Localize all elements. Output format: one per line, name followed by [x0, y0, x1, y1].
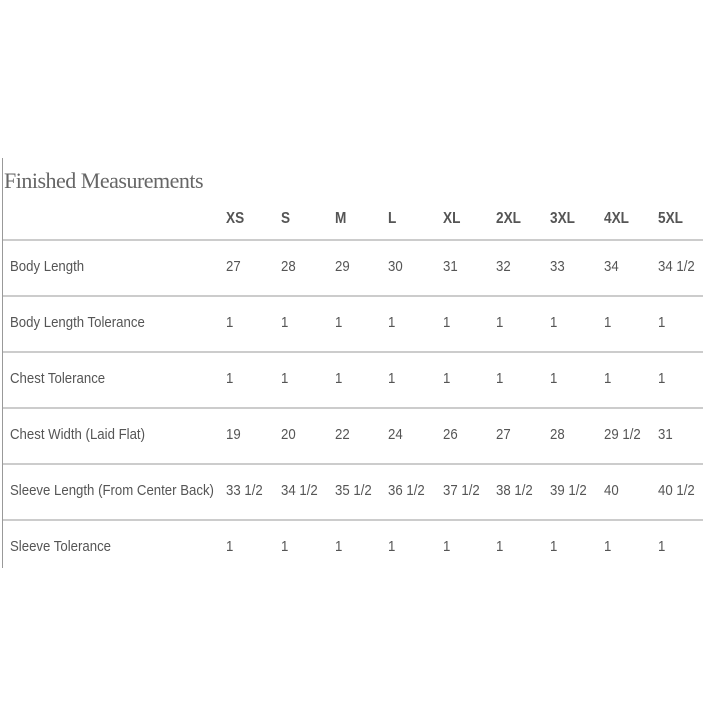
row-divider	[3, 463, 703, 465]
table-cell: 31	[658, 426, 673, 443]
row-divider	[3, 519, 703, 521]
table-cell: 27	[226, 258, 241, 275]
row-divider	[3, 239, 703, 241]
table-cell: 36 1/2	[388, 482, 425, 499]
column-header: XL	[443, 210, 461, 227]
table-cell: 31	[443, 258, 458, 275]
table-cell: 27	[496, 426, 511, 443]
column-header: S	[281, 210, 291, 227]
table-cell: 1	[658, 538, 666, 555]
table-cell: 1	[388, 538, 396, 555]
row-label: Chest Width (Laid Flat)	[10, 426, 145, 443]
row-divider	[3, 351, 703, 353]
table-cell: 1	[443, 370, 451, 387]
table-cell: 32	[496, 258, 511, 275]
table-cell: 1	[226, 538, 234, 555]
table-cell: 1	[443, 538, 451, 555]
column-header: 5XL	[658, 210, 683, 227]
table-cell: 1	[496, 370, 504, 387]
column-header: XS	[226, 210, 245, 227]
table-cell: 1	[226, 370, 234, 387]
table-cell: 40	[604, 482, 619, 499]
row-divider	[3, 295, 703, 297]
table-cell: 33	[550, 258, 565, 275]
table-cell: 1	[658, 314, 666, 331]
row-label: Sleeve Tolerance	[10, 538, 112, 555]
table-cell: 37 1/2	[443, 482, 480, 499]
table-cell: 35 1/2	[335, 482, 372, 499]
table-cell: 34 1/2	[281, 482, 318, 499]
table-cell: 1	[550, 538, 558, 555]
table-cell: 1	[658, 370, 666, 387]
column-header: M	[335, 210, 347, 227]
row-divider	[3, 407, 703, 409]
row-label: Chest Tolerance	[10, 370, 106, 387]
table-cell: 33 1/2	[226, 482, 263, 499]
table-cell: 34	[604, 258, 619, 275]
table-cell: 1	[335, 314, 343, 331]
table-cell: 29	[335, 258, 350, 275]
table-cell: 28	[281, 258, 296, 275]
table-cell: 29 1/2	[604, 426, 641, 443]
column-header: 4XL	[604, 210, 629, 227]
table-cell: 40 1/2	[658, 482, 695, 499]
table-cell: 1	[550, 370, 558, 387]
column-header: 2XL	[496, 210, 521, 227]
table-cell: 1	[443, 314, 451, 331]
table-cell: 1	[496, 314, 504, 331]
table-cell: 1	[388, 314, 396, 331]
left-border	[2, 158, 3, 568]
column-header: 3XL	[550, 210, 575, 227]
table-cell: 1	[281, 370, 289, 387]
table-cell: 1	[281, 538, 289, 555]
table-cell: 1	[281, 314, 289, 331]
table-cell: 26	[443, 426, 458, 443]
table-cell: 28	[550, 426, 565, 443]
table-cell: 1	[604, 314, 612, 331]
table-cell: 1	[550, 314, 558, 331]
column-header: L	[388, 210, 397, 227]
table-cell: 38 1/2	[496, 482, 533, 499]
table-cell: 1	[604, 370, 612, 387]
table-title: Finished Measurements	[4, 168, 204, 193]
table-cell: 20	[281, 426, 296, 443]
table-cell: 34 1/2	[658, 258, 695, 275]
table-cell: 1	[604, 538, 612, 555]
row-label: Body Length	[10, 258, 85, 275]
row-label: Sleeve Length (From Center Back)	[10, 482, 214, 499]
table-cell: 30	[388, 258, 403, 275]
table-cell: 1	[496, 538, 504, 555]
table-cell: 24	[388, 426, 403, 443]
table-cell: 39 1/2	[550, 482, 587, 499]
table-cell: 22	[335, 426, 350, 443]
table-cell: 1	[335, 538, 343, 555]
table-cell: 1	[335, 370, 343, 387]
table-cell: 19	[226, 426, 241, 443]
table-cell: 1	[226, 314, 234, 331]
table-cell: 1	[388, 370, 396, 387]
row-label: Body Length Tolerance	[10, 314, 145, 331]
